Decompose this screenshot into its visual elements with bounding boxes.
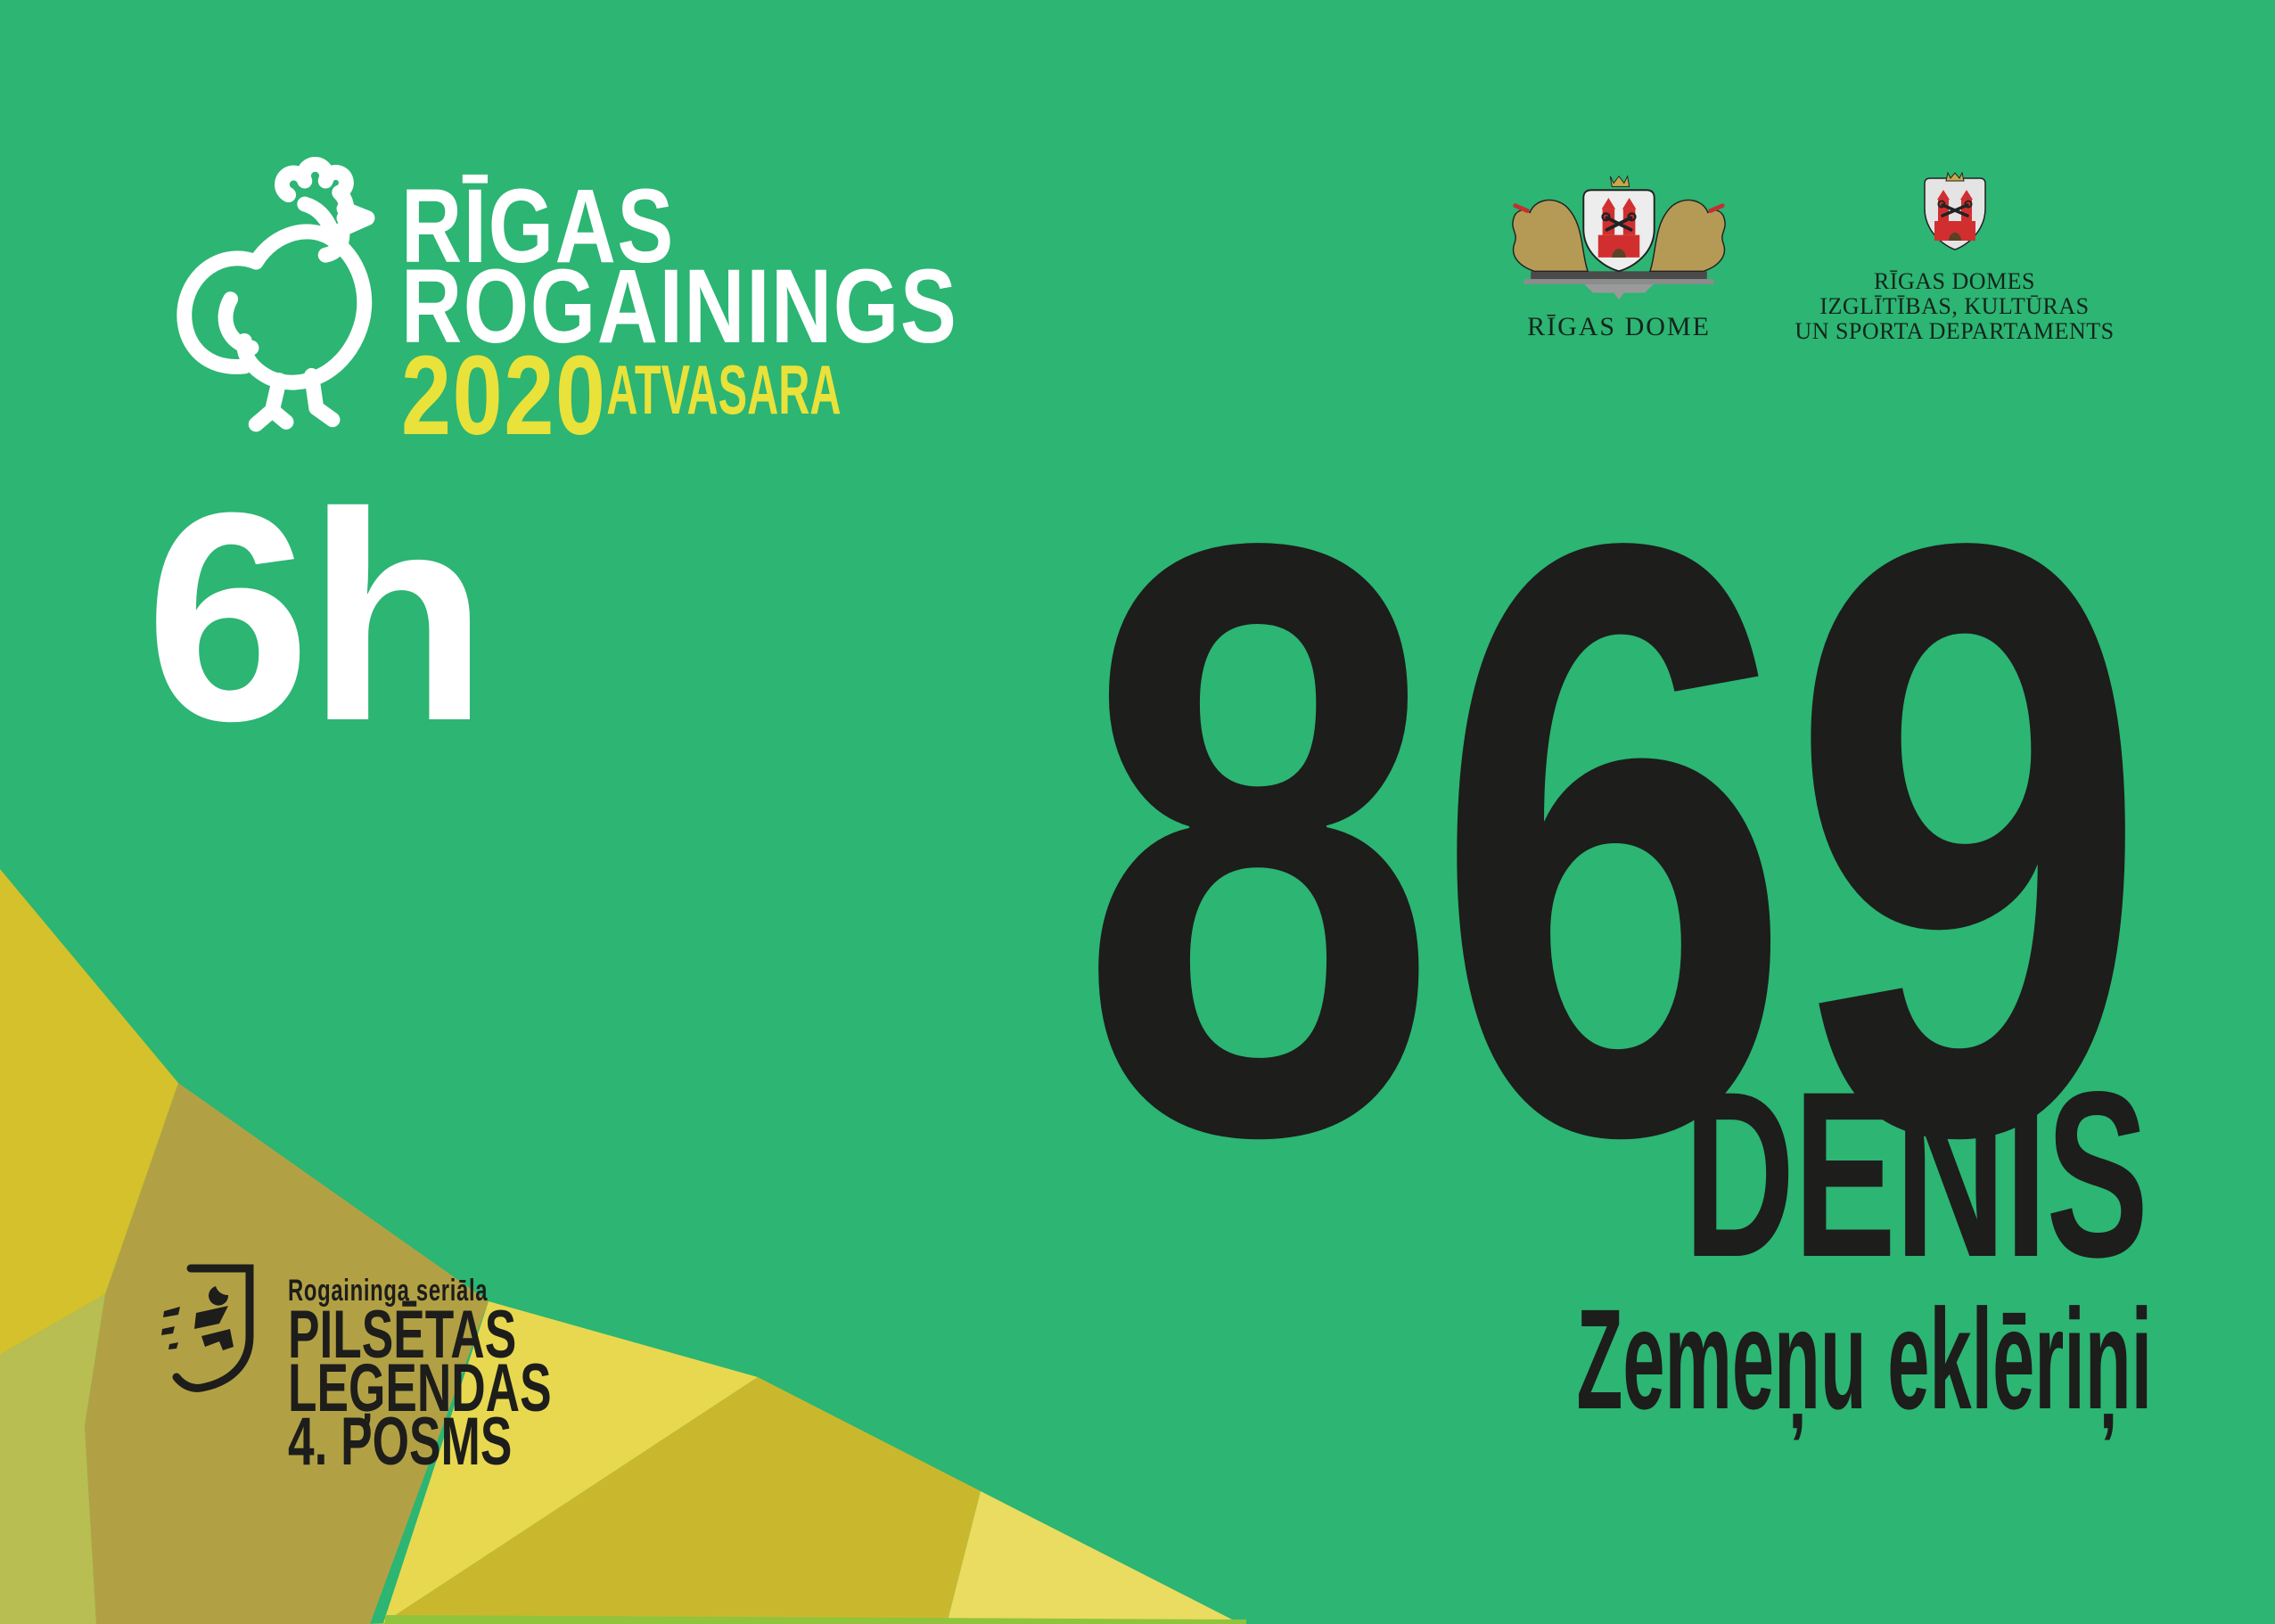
- series-kicker: Rogaininga seriāla: [288, 1274, 489, 1308]
- decor-mustard-shape: [368, 1377, 981, 1624]
- decor-chartreuse-strip: [385, 1615, 1246, 1624]
- event-year: 2020: [401, 332, 607, 458]
- duration-label: 6h: [145, 451, 489, 783]
- decor-khaki-shape: [85, 1083, 489, 1624]
- bib-number: 869: [1078, 370, 2149, 1310]
- department-label-line3: UN SPORTA DEPARTAMENTS: [1795, 318, 2115, 344]
- competitor-name: DENIS: [1684, 1043, 2148, 1307]
- event-year-row: 2020 ATVASARA: [401, 332, 957, 458]
- event-title-line2: ROGAININGS: [401, 248, 958, 365]
- series-line2: LEĢENDAS: [288, 1350, 552, 1426]
- riga-council-logo: RĪGAS DOME: [1498, 169, 1740, 340]
- series-line3: 4. POSMS: [288, 1404, 513, 1480]
- series-line1: PILSĒTAS: [288, 1297, 517, 1373]
- department-label-line2: IZGLĪTĪBAS, KULTŪRAS: [1819, 293, 2090, 319]
- event-edition: ATVASARA: [606, 350, 842, 429]
- department-label: RĪGAS DOMES IZGLĪTĪBAS, KULTŪRAS UN SPOR…: [1783, 269, 2126, 344]
- decor-green-yellow-shape: [0, 1294, 105, 1624]
- rooster-logo-icon: [177, 157, 375, 432]
- department-coat-of-arms-icon: [1923, 171, 1986, 250]
- riga-coat-of-arms-icon: [1512, 175, 1726, 300]
- event-title-line1: RĪGAS: [401, 168, 675, 285]
- series-title: Rogaininga seriāla PILSĒTAS LEĢENDAS 4. …: [288, 1273, 552, 1480]
- event-title: RĪGAS ROGAININGS 2020 ATVASARA: [401, 168, 958, 458]
- series-shield-icon: [161, 1264, 254, 1392]
- decor-pale-yellow-shape: [383, 1301, 758, 1623]
- department-label-line1: RĪGAS DOMES: [1873, 268, 2036, 294]
- decor-bright-yellow-shape: [0, 869, 178, 1355]
- decor-pale-yellow2-shape: [947, 1491, 1241, 1624]
- riga-council-label: RĪGAS DOME: [1527, 312, 1711, 341]
- team-name: Zemeņu eklēriņi: [1576, 1279, 2152, 1439]
- department-logo: RĪGAS DOMES IZGLĪTĪBAS, KULTŪRAS UN SPOR…: [1783, 169, 2126, 344]
